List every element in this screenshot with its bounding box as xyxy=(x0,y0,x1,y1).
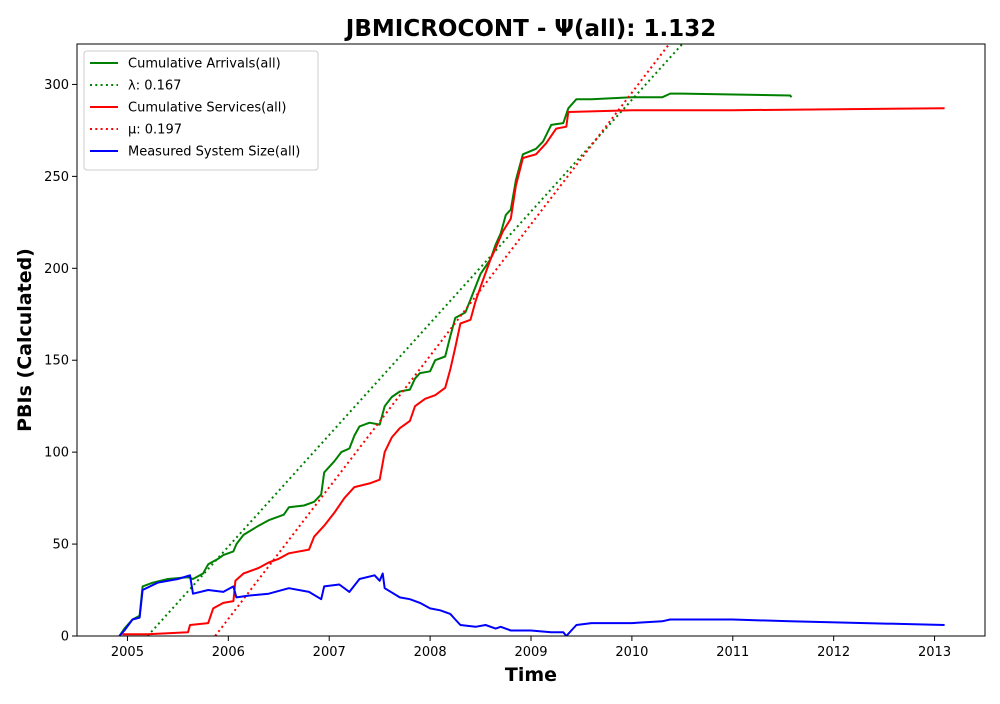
series-line-0-167 xyxy=(146,44,684,636)
series-line-cumulative-services-all xyxy=(122,107,945,636)
legend-label: Cumulative Services(all) xyxy=(128,101,286,116)
x-tick-label: 2008 xyxy=(414,645,447,660)
legend: Cumulative Arrivals(all) λ: 0.167 Cumulati… xyxy=(83,50,319,171)
legend-label: Measured System Size(all) xyxy=(128,145,300,160)
y-axis-label: PBIs (Calculated) xyxy=(14,248,36,432)
y-tick-label: 250 xyxy=(44,170,69,185)
legend-label: Cumulative Arrivals(all) xyxy=(128,57,281,72)
y-tick-label: 50 xyxy=(52,538,69,553)
chart-title: JBMICROCONT - Ψ(all): 1.132 xyxy=(344,16,716,42)
x-tick-label: 2013 xyxy=(918,645,951,660)
y-tick-label: 0 xyxy=(61,630,69,645)
series-line-0-197 xyxy=(214,44,670,636)
x-tick-label: 2007 xyxy=(313,645,346,660)
y-tick-label: 200 xyxy=(44,262,69,277)
y-tick-label: 100 xyxy=(44,446,69,461)
y-tick-label: 150 xyxy=(44,354,69,369)
x-tick-label: 2011 xyxy=(716,645,749,660)
series-line-measured-system-size-all xyxy=(118,572,945,636)
legend-label: μ: 0.197 xyxy=(128,123,182,138)
x-axis-label: Time xyxy=(505,664,557,686)
x-tick-label: 2012 xyxy=(817,645,850,660)
plot-frame xyxy=(76,43,986,637)
legend-label: λ: 0.167 xyxy=(128,79,181,94)
y-tick-label: 300 xyxy=(44,78,69,93)
x-tick-label: 2006 xyxy=(212,645,245,660)
legend-box xyxy=(83,50,319,171)
x-tick-label: 2009 xyxy=(514,645,547,660)
x-tick-label: 2010 xyxy=(615,645,648,660)
series-line-cumulative-arrivals-all xyxy=(118,92,793,636)
x-tick-label: 2005 xyxy=(111,645,144,660)
